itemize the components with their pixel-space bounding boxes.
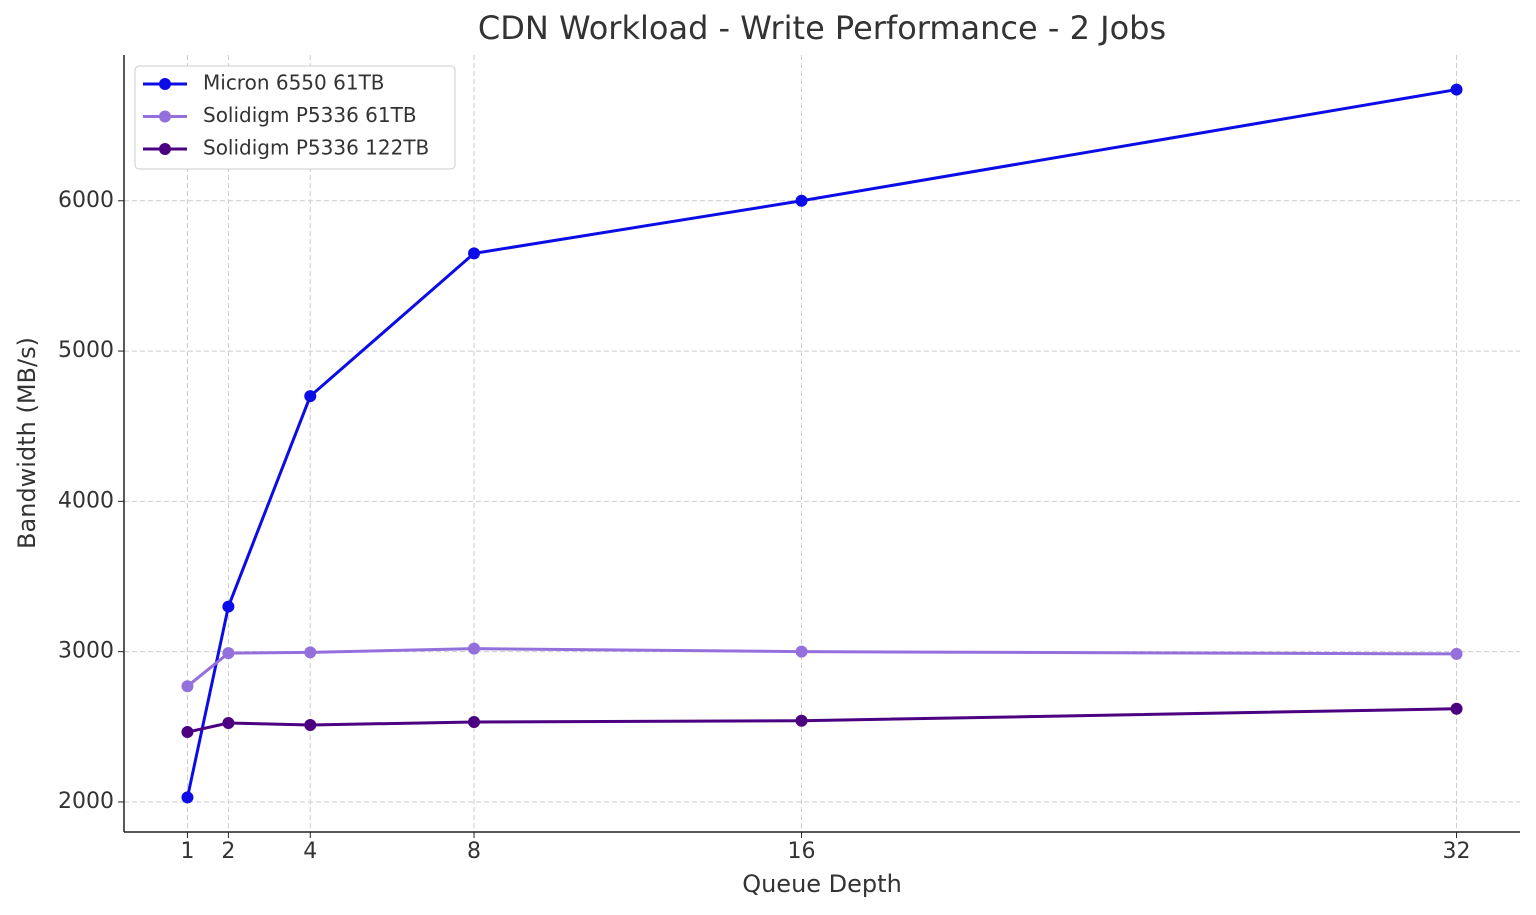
chart-title: CDN Workload - Write Performance - 2 Job…: [478, 9, 1166, 47]
data-point: [304, 718, 317, 731]
data-point: [304, 390, 317, 403]
data-point: [222, 647, 235, 660]
data-point: [468, 715, 481, 728]
x-tick-label: 4: [303, 839, 317, 864]
data-point: [795, 194, 808, 207]
data-point: [468, 642, 481, 655]
data-point: [795, 714, 808, 727]
legend: Micron 6550 61TB Solidigm P5336 61TB Solid…: [134, 65, 456, 170]
series-line: [187, 707, 1457, 734]
y-axis-label: Bandwidth (MB/s): [13, 337, 41, 549]
data-point: [1450, 83, 1463, 96]
y-tick-label: 5000: [58, 338, 114, 363]
legend-label: Solidigm P5336 122TB: [203, 136, 429, 160]
data-point: [795, 645, 808, 658]
legend-label: Solidigm P5336 61TB: [203, 103, 417, 127]
legend-box: [134, 65, 456, 170]
x-tick-label: 32: [1443, 839, 1471, 864]
x-tick-label: 16: [788, 839, 816, 864]
x-axis-label: Queue Depth: [742, 870, 902, 898]
x-tick-label: 8: [467, 839, 481, 864]
series-line: [185, 88, 1457, 798]
legend-marker: [159, 110, 171, 123]
x-tick-label: 2: [221, 839, 235, 864]
data-point: [468, 247, 481, 260]
data-point: [222, 600, 235, 613]
legend-label: Micron 6550 61TB: [203, 71, 385, 95]
series-line: [186, 647, 1457, 688]
data-point: [181, 680, 194, 693]
y-tick-label: 6000: [58, 188, 114, 213]
data-point: [1450, 647, 1463, 660]
x-tick-label: 1: [180, 839, 194, 864]
y-tick-label: 2000: [58, 789, 114, 814]
data-point: [304, 646, 317, 659]
data-point: [181, 791, 194, 804]
data-point: [222, 717, 235, 730]
data-point: [1450, 702, 1463, 715]
data-point: [181, 726, 194, 739]
legend-marker: [159, 143, 171, 155]
y-tick-label: 3000: [58, 639, 114, 664]
legend-marker: [159, 78, 171, 90]
y-tick-label: 4000: [58, 488, 114, 513]
